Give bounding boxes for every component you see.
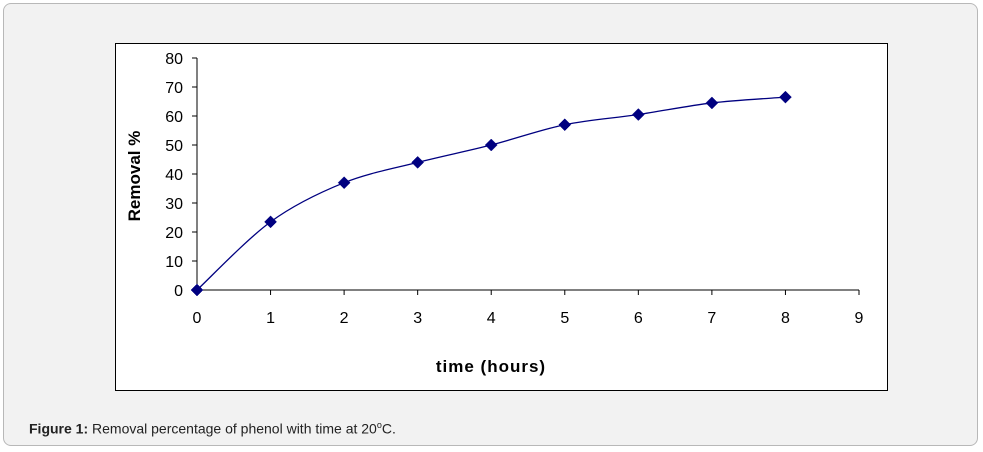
x-tick-label: 1 [266, 310, 275, 327]
figure-caption: Figure 1: Removal percentage of phenol w… [29, 420, 396, 437]
data-point-marker [337, 176, 351, 190]
data-point-marker [264, 215, 277, 229]
x-tick-label: 4 [487, 310, 496, 327]
y-tick-label: 20 [165, 225, 183, 242]
series-line [196, 96, 786, 291]
x-tick-label: 0 [193, 310, 202, 327]
x-tick-label: 2 [340, 310, 349, 327]
axes [192, 57, 860, 295]
y-tick-label: 70 [165, 80, 183, 97]
data-point-marker [558, 118, 572, 132]
data-point-marker [631, 108, 645, 121]
x-tick-label: 9 [855, 310, 864, 327]
y-tick-label: 50 [165, 138, 183, 155]
data-point-marker [779, 90, 792, 104]
y-tick-label: 60 [165, 109, 183, 126]
y-tick-label: 80 [165, 51, 183, 68]
x-tick-label: 7 [707, 310, 716, 327]
x-tick-label: 5 [560, 310, 569, 327]
caption-text: Removal percentage of phenol with time a… [88, 420, 377, 437]
caption-text-end: C. [381, 420, 396, 437]
data-point-marker [190, 283, 204, 297]
tick-labels: 0 10 20 30 40 50 60 70 80 0 1 2 3 4 5 6 7 8 9 [165, 51, 863, 327]
data-point-marker [411, 156, 425, 169]
caption-label: Figure 1: [29, 420, 89, 437]
y-tick-label: 40 [165, 167, 183, 184]
y-tick-label: 0 [174, 283, 183, 300]
chart-frame [115, 43, 888, 391]
series-markers [190, 90, 792, 297]
y-axis-title: Removal % [125, 131, 144, 222]
data-point-marker [484, 138, 498, 152]
x-axis-title: time (hours) [436, 357, 546, 376]
x-tick-label: 6 [634, 310, 643, 327]
data-point-marker [705, 96, 719, 110]
x-tick-label: 3 [413, 310, 422, 327]
x-tick-label: 8 [781, 310, 790, 327]
y-tick-label: 10 [165, 254, 183, 271]
y-tick-label: 30 [165, 196, 183, 213]
caption-superscript: o [376, 420, 382, 430]
figure-panel: Figure 1: Removal percentage of phenol w… [3, 3, 978, 446]
